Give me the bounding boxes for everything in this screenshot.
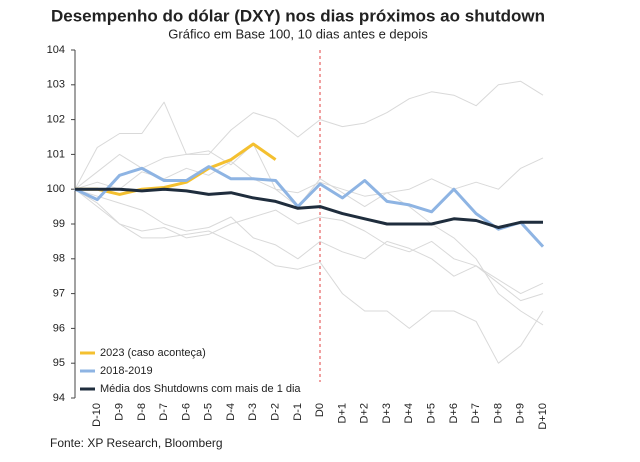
series-line bbox=[75, 187, 543, 229]
x-tick-label: D+4 bbox=[403, 403, 415, 424]
y-tick-label: 99 bbox=[53, 218, 65, 230]
legend-label: 2018-2019 bbox=[100, 365, 153, 377]
x-tick-label: D+2 bbox=[359, 403, 371, 424]
y-tick-label: 102 bbox=[47, 114, 65, 126]
x-tick-label: D+1 bbox=[336, 403, 348, 424]
x-tick-label: D-9 bbox=[113, 403, 125, 421]
x-tick-label: D+9 bbox=[515, 403, 527, 424]
x-tick-label: D-2 bbox=[269, 403, 281, 421]
chart-title: Desempenho do dólar (DXY) nos dias próxi… bbox=[51, 6, 545, 25]
x-tick-label: D+6 bbox=[448, 403, 460, 424]
y-tick-label: 97 bbox=[53, 288, 65, 300]
y-tick-label: 94 bbox=[53, 392, 65, 404]
y-tick-label: 98 bbox=[53, 253, 65, 265]
x-tick-label: D-6 bbox=[180, 403, 192, 421]
history-line bbox=[74, 80, 544, 190]
x-tick-label: D-8 bbox=[136, 403, 148, 421]
legend-label: 2023 (caso aconteça) bbox=[100, 347, 206, 359]
history-line bbox=[74, 188, 544, 364]
y-tick-label: 96 bbox=[53, 322, 65, 334]
x-tick-label: D+10 bbox=[537, 403, 549, 430]
x-tick-label: D-10 bbox=[91, 403, 103, 427]
source-note: Fonte: XP Research, Bloomberg bbox=[50, 436, 223, 450]
x-tick-label: D+3 bbox=[381, 403, 393, 424]
series-line bbox=[74, 165, 545, 248]
legend-label: Média dos Shutdowns com mais de 1 dia bbox=[100, 383, 301, 395]
history-line bbox=[74, 143, 544, 326]
y-tick-label: 100 bbox=[47, 183, 65, 195]
y-tick-label: 104 bbox=[47, 44, 65, 56]
x-tick-label: D-1 bbox=[292, 403, 304, 421]
x-tick-label: D-5 bbox=[203, 403, 215, 421]
y-tick-label: 95 bbox=[53, 357, 65, 369]
series-line bbox=[75, 142, 277, 196]
chart-subtitle: Gráfico em Base 100, 10 dias antes e dep… bbox=[168, 26, 428, 41]
y-tick-label: 101 bbox=[47, 148, 65, 160]
history-line bbox=[74, 188, 544, 302]
x-tick-label: D+7 bbox=[470, 403, 482, 424]
y-tick-label: 103 bbox=[47, 79, 65, 91]
x-tick-label: D+5 bbox=[425, 403, 437, 424]
x-tick-label: D-3 bbox=[247, 403, 259, 421]
x-tick-label: D-4 bbox=[225, 403, 237, 421]
x-tick-label: D+8 bbox=[492, 403, 504, 424]
history-line bbox=[74, 188, 544, 295]
x-tick-label: D-7 bbox=[158, 403, 170, 421]
x-tick-label: D0 bbox=[314, 403, 326, 417]
